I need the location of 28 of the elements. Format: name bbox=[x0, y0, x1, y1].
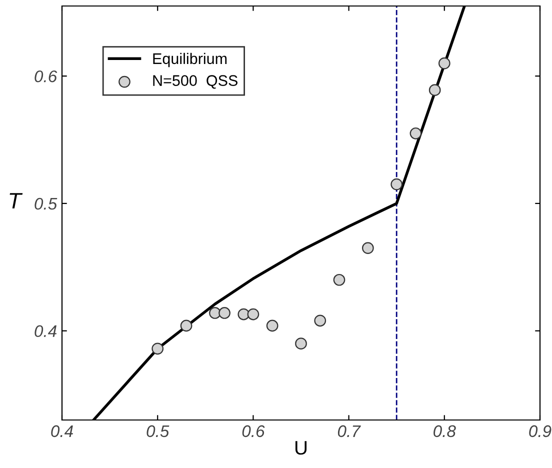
point bbox=[218, 307, 230, 319]
point bbox=[410, 127, 422, 140]
x-axis-title: U bbox=[295, 441, 307, 455]
point bbox=[428, 84, 441, 96]
x-tick-label: 0.9 bbox=[529, 425, 552, 438]
y-tick-label: 0.4 bbox=[34, 325, 57, 338]
point bbox=[180, 320, 192, 332]
x-tick-label: 0.5 bbox=[146, 425, 170, 438]
point bbox=[390, 178, 403, 190]
point bbox=[362, 242, 374, 254]
y-tick-label: 0.5 bbox=[34, 198, 58, 210]
x-tick-label: 0.4 bbox=[51, 425, 73, 438]
point bbox=[266, 320, 278, 332]
legend-label: Equilibrium bbox=[153, 52, 227, 68]
legend-label: N=500 QSS bbox=[153, 75, 238, 89]
point bbox=[238, 308, 250, 320]
point bbox=[438, 57, 450, 70]
y-tick-label: 0.6 bbox=[34, 70, 58, 82]
point bbox=[333, 274, 346, 286]
point bbox=[295, 338, 307, 350]
point bbox=[314, 314, 326, 327]
y-axis-title: T bbox=[10, 193, 23, 208]
x-tick-label: 0.6 bbox=[242, 425, 265, 438]
point bbox=[209, 307, 221, 319]
x-tick-label: 0.8 bbox=[434, 425, 456, 438]
point bbox=[247, 308, 260, 320]
point bbox=[152, 342, 164, 355]
x-tick-label: 0.7 bbox=[338, 425, 361, 438]
